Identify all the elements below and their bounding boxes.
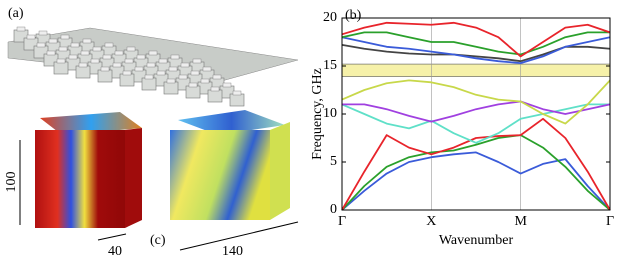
x-tick-label: X — [426, 214, 436, 229]
array-cell-top — [136, 54, 146, 60]
y-tick-label: 5 — [330, 154, 337, 169]
plot-frame — [341, 17, 611, 211]
array-cell-top — [58, 46, 68, 52]
array-cell — [53, 61, 69, 75]
array-cell-top — [26, 34, 36, 40]
array-cell-top — [192, 58, 202, 64]
y-axis-label: Frequency, GHz — [310, 68, 325, 160]
array-cell-top — [56, 58, 66, 64]
band-line — [341, 79, 611, 125]
array-cell-top — [146, 62, 156, 68]
array-cell-top — [46, 50, 56, 56]
array-cell-top — [78, 62, 88, 68]
dimension-arrow — [97, 233, 127, 241]
array-cell-top — [180, 62, 190, 68]
array-cell-top — [212, 74, 222, 80]
array-cell-top — [188, 82, 198, 88]
x-tick-label: Γ — [606, 214, 614, 229]
array-cell-top — [38, 30, 48, 36]
array-cell-top — [68, 54, 78, 60]
array-cell — [141, 77, 157, 91]
array-cell-top — [178, 74, 188, 80]
array-cell-top — [166, 78, 176, 84]
array-cell-top — [200, 78, 210, 84]
array-cell-top — [48, 38, 58, 44]
band-line — [341, 31, 610, 56]
y-tick-label: 15 — [323, 58, 337, 73]
x-tick-label: M — [514, 214, 527, 229]
array-cell-top — [232, 90, 242, 96]
array-cell-top — [210, 86, 220, 92]
array-cell — [119, 73, 135, 87]
unit-cell-left — [35, 112, 142, 228]
array-cell — [163, 81, 179, 95]
array-cell — [207, 89, 223, 103]
array-cell-top — [90, 58, 100, 64]
array-cell-top — [122, 70, 132, 76]
array-cell-top — [168, 66, 178, 72]
array-cell-top — [60, 34, 70, 40]
band-line — [341, 134, 611, 211]
array-cell-top — [170, 54, 180, 60]
band-line — [341, 21, 611, 58]
y-tick-label: 0 — [330, 202, 337, 217]
array-cell-top — [112, 62, 122, 68]
dimension-label: 140 — [222, 244, 243, 259]
array-cell-top — [92, 46, 102, 52]
unit-cell-right — [170, 110, 290, 220]
array-cell-top — [80, 50, 90, 56]
array-cell-top — [16, 26, 26, 32]
panel-label: (b) — [345, 8, 362, 23]
array-cell-top — [134, 66, 144, 72]
array-cell-top — [144, 74, 154, 80]
array-cell-top — [102, 54, 112, 60]
array-cell-top — [126, 46, 136, 52]
band-line — [341, 103, 610, 144]
array-cell — [97, 69, 113, 83]
band-line — [341, 36, 611, 65]
y-tick-label: 10 — [323, 106, 337, 121]
band-line — [341, 117, 611, 211]
band-line — [342, 100, 611, 123]
unit-cell-array — [7, 26, 299, 107]
array-cell-top — [104, 42, 114, 48]
array-cell-top — [36, 42, 46, 48]
array-cell-top — [202, 66, 212, 72]
band-line — [341, 151, 611, 211]
dimension-arrow — [179, 221, 299, 251]
dimension-label: 100 — [4, 172, 19, 193]
dimension-label: 40 — [108, 244, 122, 259]
x-axis-label: Wavenumber — [439, 233, 514, 248]
array-cell-top — [222, 82, 232, 88]
array-cell-top — [124, 58, 134, 64]
array-cell-top — [190, 70, 200, 76]
array-cell-top — [70, 42, 80, 48]
array-cell-top — [156, 70, 166, 76]
y-tick-label: 20 — [323, 10, 337, 25]
array-cell-top — [148, 50, 158, 56]
panel-label: (a) — [8, 6, 24, 21]
array-cell-top — [158, 58, 168, 64]
array-cell — [185, 85, 201, 99]
panel-label: (c) — [150, 233, 166, 248]
array-cell-top — [100, 66, 110, 72]
band-gap — [341, 63, 611, 77]
array-cell — [229, 93, 245, 107]
x-tick-label: Γ — [338, 214, 346, 229]
array-cell-top — [82, 38, 92, 44]
array-cell — [75, 65, 91, 79]
array-cell-top — [114, 50, 124, 56]
